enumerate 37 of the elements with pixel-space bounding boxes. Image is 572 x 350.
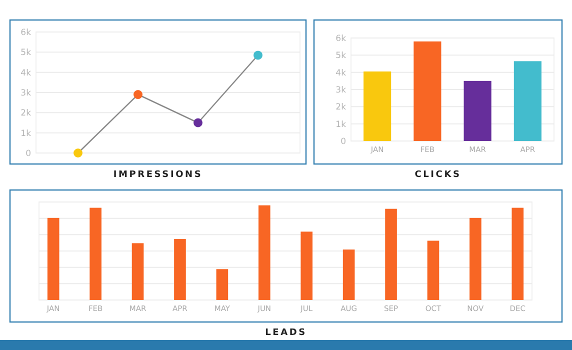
y-tick-label: 3k [336, 85, 346, 96]
bar [427, 240, 440, 300]
bar [300, 232, 313, 300]
bar [414, 41, 442, 141]
point [254, 50, 262, 60]
point [194, 118, 202, 128]
y-tick-label: 0 [340, 136, 346, 147]
bar [385, 208, 397, 300]
y-tick-label: 2k [20, 108, 32, 119]
y-tick-label: 1k [336, 120, 346, 130]
y-tick-label: 2k [336, 102, 346, 113]
y-tick-label: 4k [20, 68, 32, 78]
point [134, 90, 142, 100]
y-tick-label: 3k [20, 88, 32, 98]
y-tick-label: 1k [20, 128, 32, 139]
y-tick-label: 6k [336, 34, 346, 44]
bar [90, 208, 102, 300]
bar [47, 218, 60, 300]
text: IMPRESSIONS [113, 170, 203, 180]
bar [258, 205, 270, 300]
bar [342, 250, 355, 300]
text: CLICKS [414, 170, 462, 180]
text: LEADS [265, 328, 307, 338]
bar [174, 239, 186, 300]
bar [216, 269, 228, 300]
y-tick-label: 4k [336, 68, 346, 78]
bar [470, 218, 482, 300]
y-tick-label: 0 [26, 148, 31, 159]
bar [132, 243, 144, 300]
bar [512, 208, 524, 300]
y-tick-label: 6k [20, 28, 32, 38]
y-tick-label: 5k [20, 48, 32, 58]
bar [464, 80, 492, 141]
point [74, 148, 82, 158]
bar [364, 71, 392, 141]
y-tick-label: 5k [336, 51, 346, 62]
bar [514, 61, 542, 141]
